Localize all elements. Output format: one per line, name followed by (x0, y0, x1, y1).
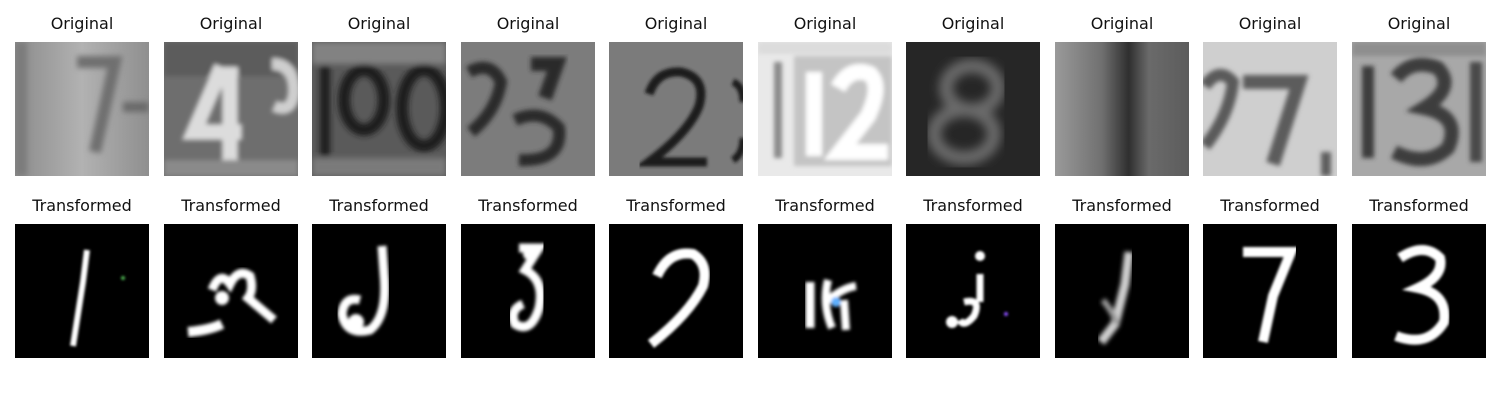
transformed-title: Transformed (1369, 196, 1469, 215)
transformed-title: Transformed (775, 196, 875, 215)
original-title: Original (199, 14, 263, 33)
transformed-title: Transformed (1220, 196, 1320, 215)
transformed-image-4 (461, 224, 595, 358)
transformed-title: Transformed (329, 196, 429, 215)
transformed-image-9 (1203, 224, 1337, 358)
transformed-image-6 (758, 224, 892, 358)
transformed-image-3 (312, 224, 446, 358)
transformed-title: Transformed (923, 196, 1023, 215)
original-row: Original Original Original (0, 14, 1500, 194)
original-title: Original (793, 14, 857, 33)
original-title: Original (50, 14, 114, 33)
original-image-10 (1352, 42, 1486, 176)
transformed-image-5 (609, 224, 743, 358)
original-title: Original (941, 14, 1005, 33)
transformed-image-10 (1352, 224, 1486, 358)
original-title: Original (644, 14, 708, 33)
original-title: Original (1238, 14, 1302, 33)
original-image-1 (15, 42, 149, 176)
original-image-7 (906, 42, 1040, 176)
original-title: Original (347, 14, 411, 33)
transformed-image-1 (15, 224, 149, 358)
original-image-6 (758, 42, 892, 176)
transformed-image-8 (1055, 224, 1189, 358)
original-image-4 (461, 42, 595, 176)
transformed-image-7 (906, 224, 1040, 358)
original-title: Original (496, 14, 560, 33)
original-image-8 (1055, 42, 1189, 176)
original-image-2 (164, 42, 298, 176)
transformed-title: Transformed (1072, 196, 1172, 215)
original-title: Original (1090, 14, 1154, 33)
original-image-5 (609, 42, 743, 176)
transformed-title: Transformed (626, 196, 726, 215)
original-image-9 (1203, 42, 1337, 176)
transformed-title: Transformed (181, 196, 281, 215)
transformed-row: Transformed Transformed Transformed Tran… (0, 196, 1500, 376)
original-title: Original (1387, 14, 1451, 33)
transformed-title: Transformed (32, 196, 132, 215)
transformed-title: Transformed (478, 196, 578, 215)
original-image-3 (312, 42, 446, 176)
transformed-image-2 (164, 224, 298, 358)
